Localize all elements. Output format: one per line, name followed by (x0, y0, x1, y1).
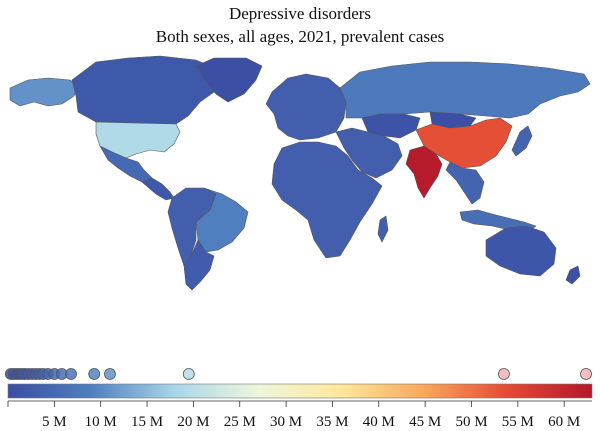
region-alaska[interactable] (9, 77, 79, 107)
legend-tick-label: 55 M (502, 414, 534, 430)
legend-tick-label: 5 M (42, 414, 67, 430)
region-australia[interactable] (485, 225, 557, 277)
legend-tick-label: 40 M (363, 414, 395, 430)
region-united-states[interactable] (95, 121, 181, 159)
region-middle-east[interactable] (335, 127, 403, 179)
region-europe[interactable] (265, 73, 347, 141)
region-india[interactable] (405, 145, 443, 199)
country-marker[interactable] (580, 368, 592, 380)
legend-tick-label: 30 M (270, 414, 302, 430)
country-marker[interactable] (498, 368, 510, 380)
legend-tick-label: 15 M (131, 414, 163, 430)
region-japan[interactable] (511, 125, 533, 157)
country-marker[interactable] (182, 368, 195, 380)
legend-tick-label: 45 M (409, 414, 441, 430)
region-china[interactable] (415, 117, 513, 169)
legend-tick-label: 20 M (177, 414, 209, 430)
region-russia[interactable] (339, 61, 591, 119)
region-central-america[interactable] (141, 177, 175, 201)
subtitle-line: Both sexes, all ages, 2021, prevalent ca… (155, 27, 445, 46)
country-marker[interactable] (104, 368, 116, 380)
region-africa[interactable] (271, 141, 383, 259)
region-new-zealand[interactable] (565, 265, 581, 285)
legend-tick-label: 10 M (85, 414, 117, 430)
country-value-markers (4, 368, 592, 380)
legend-tick-label: 50 M (455, 414, 487, 430)
color-legend: 5 M 10 M 15 M 20 M 25 M 30 M 35 M 40 M 45 M 50 M 5… (4, 368, 593, 430)
legend-ticks: 5 M 10 M 15 M 20 M 25 M 30 M 35 M 40 M 45 M 50 M 5… (7, 400, 592, 430)
region-southeast-asia[interactable] (445, 161, 485, 205)
legend-tick-label: 35 M (316, 414, 348, 430)
legend-tick-label: 60 M (548, 414, 580, 430)
map-title: Depressive disorders Both sexes, all age… (0, 2, 600, 48)
title-line: Depressive disorders (228, 4, 372, 23)
country-marker[interactable] (65, 368, 77, 380)
region-madagascar[interactable] (377, 215, 389, 243)
legend-tick-label: 25 M (224, 414, 256, 430)
region-brazil[interactable] (195, 187, 249, 253)
region-argentina[interactable] (183, 239, 215, 291)
country-marker[interactable] (88, 368, 101, 380)
color-scale-bar (7, 383, 593, 399)
region-canada[interactable] (71, 55, 227, 125)
region-greenland[interactable] (195, 57, 263, 103)
world-choropleth-map (9, 55, 591, 291)
